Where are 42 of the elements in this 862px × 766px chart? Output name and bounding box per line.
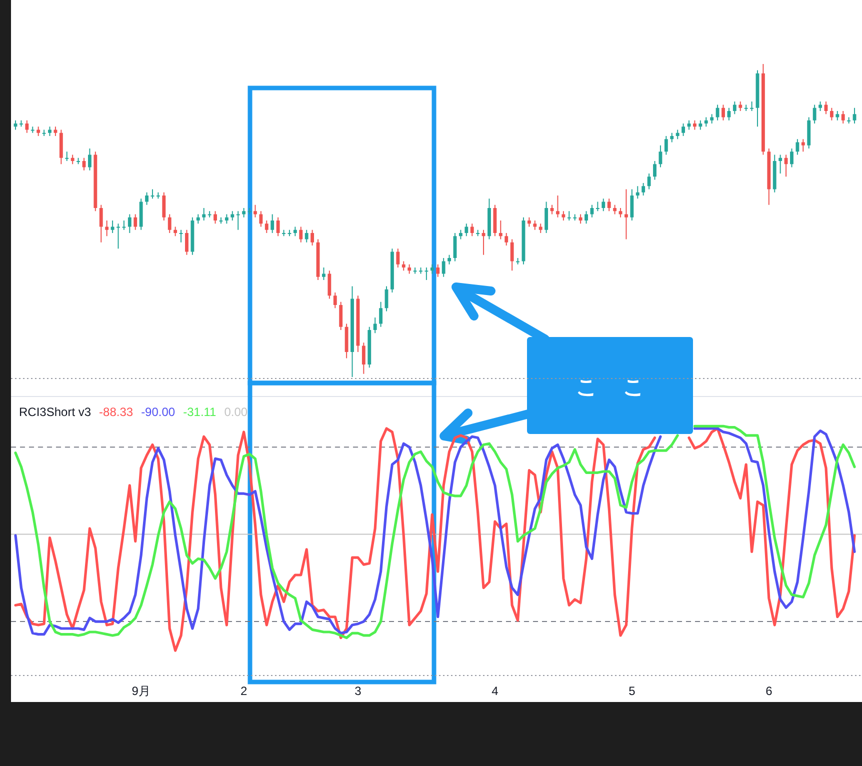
candlestick — [567, 211, 571, 220]
candlestick — [150, 189, 154, 199]
candlestick — [562, 211, 566, 220]
candlestick — [30, 126, 34, 133]
x-tick-label: 9月 — [132, 684, 150, 698]
x-tick-label: 3 — [354, 684, 362, 698]
candlestick — [179, 230, 183, 242]
candlestick — [573, 214, 577, 220]
text: -31.11 — [183, 405, 217, 419]
ref-line-label: 0.00 — [224, 405, 248, 419]
candlestick — [516, 258, 520, 264]
candlestick — [624, 189, 628, 240]
x-tick-label: 6 — [766, 684, 773, 698]
candlestick — [818, 102, 822, 111]
candlestick — [498, 220, 502, 240]
candlestick — [847, 117, 851, 124]
text: -90.00 — [141, 405, 176, 419]
candlestick — [42, 130, 46, 136]
candlestick — [750, 102, 754, 111]
x-tick-label: 2 — [240, 684, 248, 698]
candlestick — [596, 202, 600, 212]
candlestick — [322, 267, 326, 280]
text: -88.33 — [99, 405, 134, 419]
candlestick — [48, 126, 52, 136]
x-tick-label: 5 — [628, 684, 636, 698]
candlestick — [122, 220, 126, 230]
candlestick — [236, 211, 240, 230]
candlestick — [116, 224, 120, 249]
candlestick — [65, 152, 69, 162]
candlestick — [744, 104, 748, 111]
candlestick — [230, 211, 234, 220]
candlestick — [208, 211, 212, 218]
candlestick — [424, 267, 428, 280]
candlestick — [556, 195, 560, 218]
x-tick-label: 4 — [492, 684, 499, 698]
candlestick — [533, 220, 537, 230]
candlestick — [202, 208, 206, 220]
candlestick — [738, 102, 742, 111]
candlestick — [36, 126, 40, 136]
annotation: ここ — [576, 376, 670, 399]
chart-title: RCI3Short v3 — [19, 405, 92, 419]
candlestick — [710, 114, 714, 124]
